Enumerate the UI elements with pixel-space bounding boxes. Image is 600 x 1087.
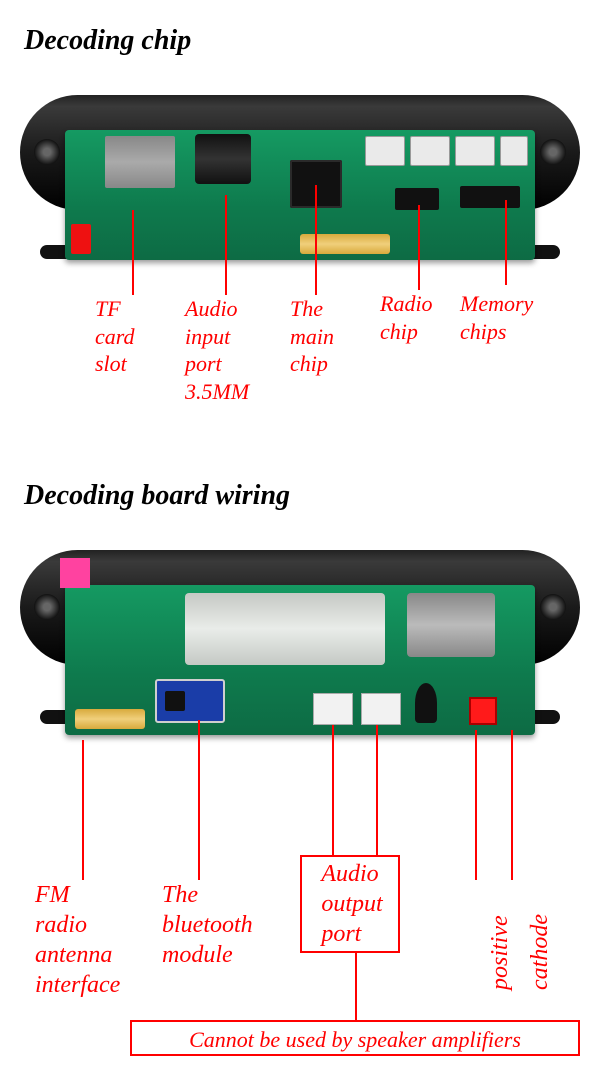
bluetooth-module	[155, 679, 225, 723]
jst-connector-2	[410, 136, 450, 166]
section1-title: Decoding chip	[24, 25, 191, 57]
s1-label-aux: Audio input port 3.5MM	[185, 295, 249, 405]
s1-pointer-main	[315, 185, 317, 295]
s2-label-fm: FM radio antenna interface	[35, 880, 120, 1000]
s2-pointer-aout1	[332, 725, 334, 855]
fpc-connector	[300, 234, 390, 254]
power-terminal	[469, 697, 497, 725]
pink-port	[60, 558, 90, 588]
s2-label-cath: cathode	[525, 914, 555, 990]
jst-connector-1	[365, 136, 405, 166]
s1-label-tf: TF card slot	[95, 295, 135, 378]
s1-pointer-aux	[225, 195, 227, 295]
section2-title: Decoding board wiring	[24, 480, 290, 512]
s1-pointer-tf	[132, 210, 134, 295]
tf-card-slot	[105, 136, 175, 188]
s2-pointer-bt	[198, 720, 200, 880]
s1-label-radio: Radio chip	[380, 290, 433, 345]
speaker-warning-box: Cannot be used by speaker amplifiers	[130, 1020, 580, 1056]
lcd-display	[185, 593, 385, 665]
board-decoding-wiring	[0, 550, 600, 750]
jst-connector-3	[455, 136, 495, 166]
s2-label-bt: The bluetooth module	[162, 880, 253, 970]
usb-port	[407, 593, 495, 657]
board-decoding-chip	[0, 95, 600, 275]
pcb-top	[65, 130, 535, 260]
note-connector	[355, 953, 357, 1020]
s2-pointer-fm	[82, 740, 84, 880]
audio-out-connector-1	[313, 693, 353, 725]
mount-hole-right-2	[540, 594, 566, 620]
s1-pointer-memory	[505, 200, 507, 285]
s2-pointer-aout2	[376, 725, 378, 855]
radio-chip	[395, 188, 439, 210]
mount-hole-right	[540, 139, 566, 165]
s2-pointer-cath	[511, 730, 513, 880]
fpc-connector-2	[75, 709, 145, 729]
jst-connector-4	[500, 136, 528, 166]
s1-pointer-radio	[418, 205, 420, 290]
audio-output-box: Audio output port	[300, 855, 400, 953]
s1-label-main: The main chip	[290, 295, 334, 378]
capacitor	[415, 683, 437, 723]
red-switch	[71, 224, 91, 254]
s2-pointer-pos	[475, 730, 477, 880]
mount-hole-left	[34, 139, 60, 165]
audio-input-jack	[195, 134, 251, 184]
s1-label-memory: Memory chips	[460, 290, 533, 345]
pcb-bottom	[65, 585, 535, 735]
s2-label-pos: positive	[485, 915, 515, 990]
audio-out-connector-2	[361, 693, 401, 725]
mount-hole-left-2	[34, 594, 60, 620]
memory-chip	[460, 186, 520, 208]
